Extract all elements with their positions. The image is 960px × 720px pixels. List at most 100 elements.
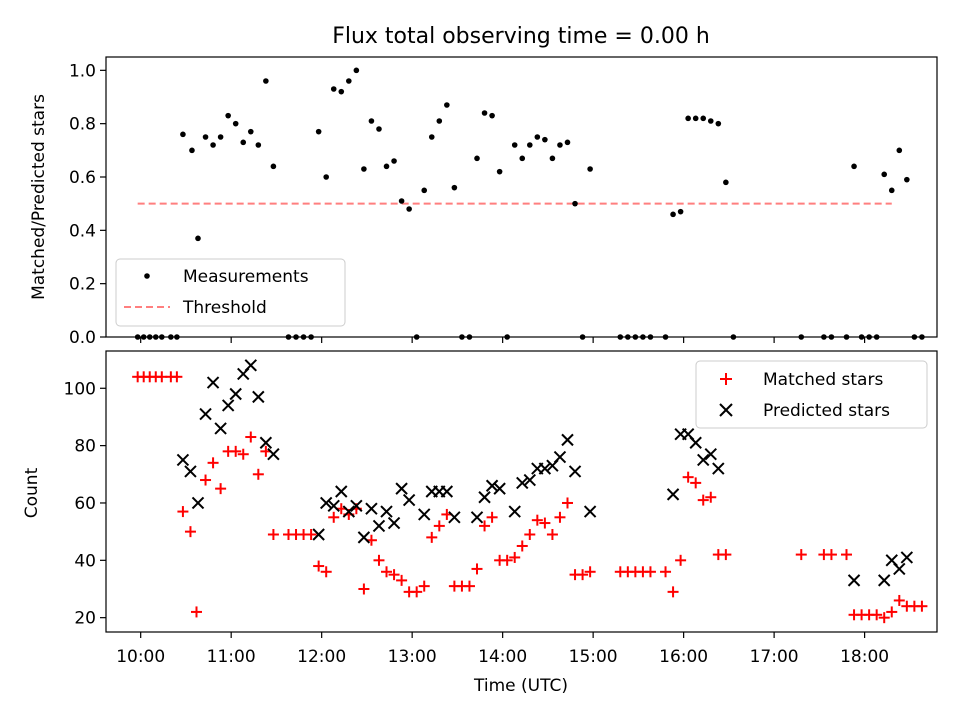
predicted-star-point (689, 436, 702, 449)
measurement-point (398, 198, 405, 204)
matched-star-point (531, 514, 543, 526)
measurement-point (670, 211, 676, 218)
measurement-point (534, 134, 541, 140)
predicted-star-point (448, 511, 461, 524)
measurement-point (353, 67, 360, 74)
measurement-point (881, 171, 888, 178)
measurement-point (346, 78, 352, 84)
bottom-xtick-label: 18:00 (840, 647, 889, 667)
predicted-star-point (380, 505, 393, 518)
top-xtick-marks (140, 337, 866, 343)
bottom-xtick-label: 13:00 (388, 647, 437, 667)
measurement-point (451, 184, 458, 191)
measurement-point (474, 155, 480, 162)
measurement-point (444, 102, 450, 108)
measurement-point (195, 235, 201, 242)
matched-star-point (675, 554, 687, 566)
measurement-point (685, 115, 691, 122)
predicted-star-point (259, 436, 273, 449)
measurement-point (707, 118, 714, 124)
matched-star-point (660, 566, 672, 578)
bottom-ylabel: Count (22, 467, 42, 518)
top-panel: 0.0 0.2 0.4 0.6 0.8 1.0 Matched/Predicted sta… (29, 56, 938, 348)
matched-star-point (471, 563, 483, 575)
predicted-star-point (508, 505, 521, 518)
measurement-point (323, 174, 329, 180)
matched-star-point (841, 549, 853, 561)
measurement-point (210, 142, 216, 148)
matched-star-point (878, 612, 890, 624)
matched-star-point (230, 445, 242, 457)
predicted-star-point (485, 479, 499, 492)
matched-star-point (418, 580, 430, 592)
predicted-star-point (516, 476, 529, 490)
predicted-star-point (523, 473, 537, 487)
measurement-point (217, 134, 224, 140)
matched-star-point (381, 566, 393, 578)
measurement-point (489, 112, 495, 119)
matched-star-point (396, 574, 408, 586)
matched-star-point (561, 497, 573, 509)
matched-star-point (524, 529, 536, 541)
top-ylabel: Matched/Predicted stars (29, 94, 49, 300)
predicted-star-point (221, 399, 235, 412)
predicted-star-point (493, 482, 506, 495)
measurement-point (428, 134, 435, 140)
matched-star-point (667, 586, 679, 598)
predicted-star-point (327, 499, 340, 513)
measurement-point (481, 110, 488, 116)
chart-title: Flux total observing time = 0.00 h (332, 24, 710, 49)
matched-star-point (893, 594, 905, 606)
bottom-ytick-label: 100 (64, 379, 96, 399)
measurement-point (263, 78, 269, 84)
bottom-panel: 20 40 60 80 100 10:00 11:00 12:00 13:00 14:00 15:… (22, 350, 938, 696)
top-axes-frame (105, 56, 938, 338)
measurement-point (542, 136, 548, 143)
bottom-xtick-label: 14:00 (478, 647, 527, 667)
predicted-star-point (900, 551, 914, 564)
top-ytick-label: 0.2 (69, 275, 96, 295)
bottom-xtick-label: 15:00 (569, 647, 618, 667)
bottom-xtick-label: 16:00 (659, 647, 708, 667)
matched-star-point (200, 474, 212, 486)
matched-star-point (207, 457, 219, 469)
predicted-star-point (893, 562, 906, 576)
bottom-xtick-label: 11:00 (207, 647, 256, 667)
predicted-star-point (176, 453, 190, 467)
matched-star-point (871, 609, 883, 621)
top-ytick-label: 0.0 (69, 328, 96, 348)
bottom-xlabel: Time (UTC) (473, 676, 568, 696)
predicted-star-point (553, 450, 567, 464)
matched-star-point (697, 494, 709, 506)
matched-star-point (795, 549, 807, 561)
predicted-star-point (418, 508, 431, 521)
predicted-star-point (357, 531, 371, 544)
measurement-point (270, 163, 277, 170)
measurement-point (700, 115, 707, 122)
matched-star-point (358, 583, 370, 595)
matched-star-point (190, 606, 202, 618)
legend-measurements-marker (144, 273, 150, 279)
legend-predicted-label: Predicted stars (763, 401, 890, 421)
matched-star-point (479, 520, 491, 532)
measurement-point (723, 179, 729, 186)
measurement-point (189, 147, 195, 154)
top-yticks: 0.0 0.2 0.4 0.6 0.8 1.0 (69, 61, 106, 348)
measurement-point (572, 200, 578, 207)
measurement-point (496, 168, 503, 175)
measurement-point (255, 142, 262, 148)
predicted-star-point (199, 407, 212, 421)
predicted-star-point (252, 390, 265, 404)
predicted-star-point (538, 462, 552, 475)
predicted-star-point (319, 496, 333, 510)
matched-star-point (237, 448, 249, 460)
bottom-xtick-label: 17:00 (750, 647, 799, 667)
predicted-star-point (244, 359, 257, 372)
matched-star-point (320, 566, 332, 578)
matched-star-point (539, 517, 551, 529)
matched-star-point (705, 491, 717, 503)
bottom-ytick-label: 40 (74, 551, 96, 571)
bottom-xtick-label: 10:00 (116, 647, 165, 667)
measurement-point (361, 166, 367, 172)
